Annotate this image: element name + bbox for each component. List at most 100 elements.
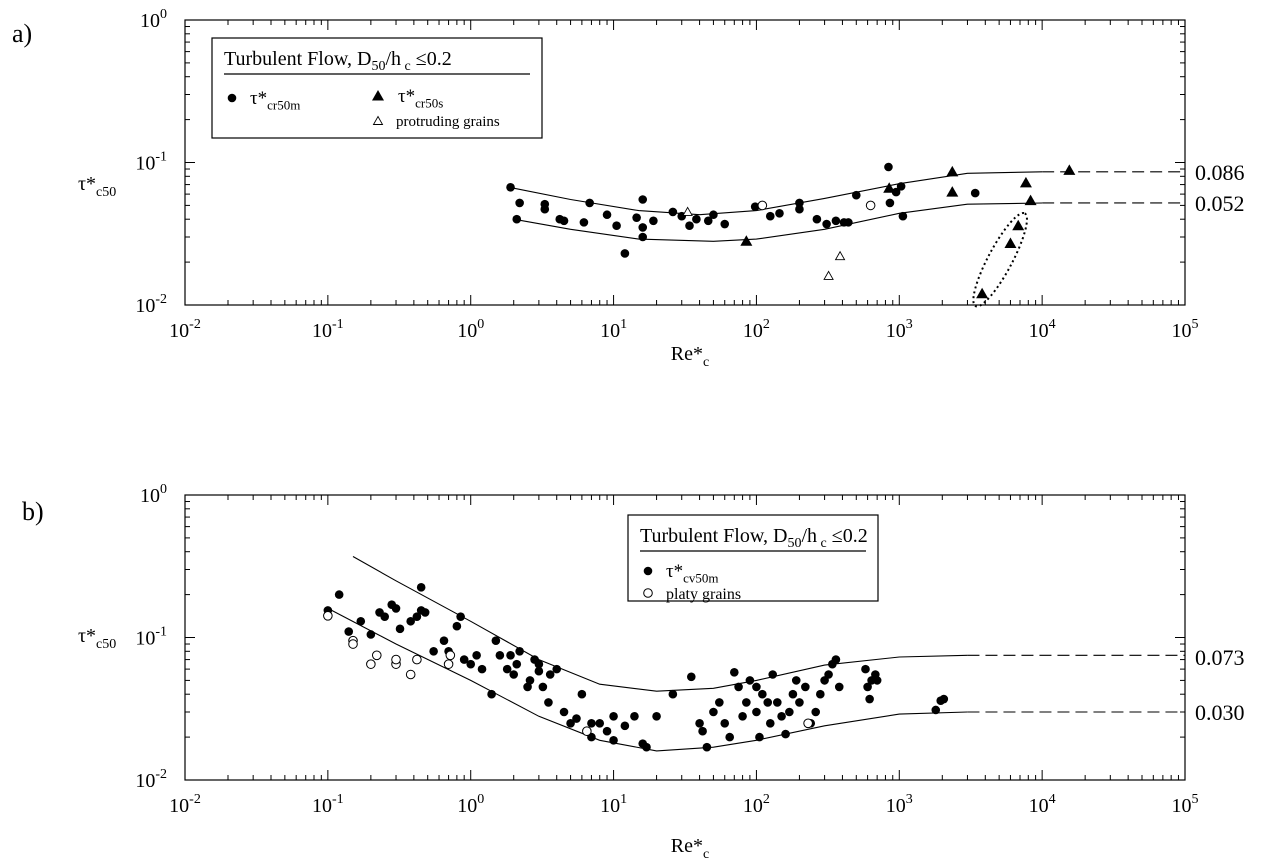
x-tick-label: 104 (1029, 317, 1056, 342)
data-point-filled-circle (602, 210, 612, 220)
data-point-filled-circle (391, 604, 401, 613)
x-tick-label: 101 (600, 317, 627, 342)
y-axis-label-sub: c50 (96, 185, 116, 200)
data-point-filled-circle (795, 698, 804, 707)
data-point-filled-circle (585, 198, 594, 208)
legend-title-mid: /h (801, 525, 817, 547)
data-point-filled-circle (515, 198, 524, 208)
y-tick-label-main: 10 (140, 10, 160, 32)
data-point-open-circle (865, 200, 876, 211)
y-axis-label-main: τ* (78, 625, 96, 647)
y-axis-label-sub: c50 (96, 637, 116, 652)
data-point-filled-circle (939, 694, 949, 704)
x-axis-label-sub: c (703, 355, 709, 370)
data-point-filled-circle (649, 216, 658, 226)
data-point-filled-circle (487, 689, 496, 699)
x-tick-label-sup: 5 (1192, 792, 1199, 807)
data-point-filled-circle (773, 698, 782, 707)
data-point-filled-circle (395, 624, 405, 634)
data-point-filled-circle (559, 216, 569, 226)
data-point-filled-circle (344, 627, 354, 636)
data-point-filled-circle (642, 742, 651, 752)
data-point-filled-circle (477, 664, 487, 674)
data-point-filled-circle (412, 612, 422, 621)
data-point-open-triangle (682, 206, 693, 216)
data-point-filled-circle (884, 162, 893, 172)
data-point-filled-circle (452, 621, 462, 631)
data-point-open-circle (443, 659, 454, 669)
data-point-filled-circle (638, 195, 648, 204)
x-tick-label-main: 10 (1029, 795, 1049, 817)
y-tick-label-sup: -1 (155, 625, 167, 640)
legend: Turbulent Flow, D50/h c ≤0.2 τ*cv50mplaty… (627, 514, 879, 603)
data-point-filled-circle (765, 211, 775, 221)
x-axis-label: Re*c (671, 343, 709, 370)
data-point-filled-circle (734, 682, 743, 692)
x-axis-label: Re*c (671, 835, 709, 858)
data-point-filled-circle (534, 666, 544, 676)
x-tick-label-main: 10 (457, 795, 477, 817)
x-tick-label: 10-2 (169, 792, 201, 817)
data-point-filled-circle (466, 659, 476, 669)
data-point-filled-circle (356, 616, 366, 626)
x-tick-label-main: 10 (312, 795, 332, 817)
data-point-filled-circle (366, 630, 376, 639)
x-tick-label: 105 (1172, 317, 1199, 342)
data-point-filled-circle (515, 647, 524, 656)
legend-entry-main: platy grains (666, 586, 741, 603)
data-point-filled-circle (334, 590, 344, 599)
data-point-filled-circle (595, 718, 605, 728)
data-point-filled-circle (638, 232, 648, 242)
envelope-curve (327, 607, 968, 752)
y-tick-label-main: 10 (135, 295, 155, 317)
data-point-filled-circle (885, 198, 895, 208)
y-tick-label-sup: -2 (155, 767, 167, 782)
data-point-filled-circle (416, 583, 426, 592)
panel-b: 10-2 10-1 100 101 102 103 104 10510010-110-2Re*… (22, 482, 1245, 858)
data-point-filled-circle (534, 659, 544, 669)
legend-entry-main: protruding grains (396, 114, 500, 130)
data-point-filled-circle (612, 221, 621, 231)
data-point-filled-circle (692, 214, 701, 224)
data-point-filled-circle (572, 714, 581, 723)
envelope-curve (513, 202, 1043, 242)
x-tick-label-main: 10 (743, 320, 763, 342)
x-tick-label: 103 (886, 792, 913, 817)
data-point-filled-circle (538, 682, 548, 692)
data-point-filled-circle (898, 211, 908, 221)
x-tick-label: 101 (600, 792, 627, 817)
legend-box (627, 514, 879, 602)
legend-marker (372, 115, 384, 125)
y-tick-label: 10-1 (135, 625, 167, 650)
data-point-filled-circle (755, 732, 764, 742)
data-point-filled-circle (834, 682, 844, 692)
legend-title-sub2: c (817, 536, 827, 551)
data-point-filled-circle (638, 223, 648, 232)
data-point-filled-circle (579, 218, 589, 227)
y-tick-label-main: 10 (135, 153, 155, 175)
data-point-filled-circle (509, 670, 519, 679)
data-point-filled-circle (472, 651, 481, 660)
data-point-filled-circle (439, 636, 449, 645)
data-point-filled-circle (502, 664, 512, 674)
data-point-filled-circle (577, 689, 587, 699)
legend-entry: τ*cr50s (398, 86, 443, 111)
data-point-filled-circle (775, 209, 784, 218)
legend: Turbulent Flow, D50/h c ≤0.2τ*cr50m τ*cr5… (211, 37, 543, 139)
data-point-filled-circle (891, 187, 901, 197)
data-point-filled-circle (795, 198, 804, 208)
x-tick-label: 105 (1172, 792, 1199, 817)
x-tick-label-main: 10 (1029, 320, 1049, 342)
data-point-filled-circle (863, 682, 872, 692)
data-point-filled-circle (970, 188, 980, 198)
data-point-filled-triangle (1024, 194, 1037, 206)
data-point-filled-circle (872, 676, 882, 685)
y-tick-label-main: 10 (135, 628, 155, 650)
data-point-filled-circle (738, 711, 747, 721)
data-point-filled-circle (695, 718, 704, 728)
y-axis-label: τ*c50 (78, 625, 116, 652)
data-point-open-circle (582, 726, 592, 737)
data-point-filled-circle (506, 651, 515, 660)
x-tick-label-sup: 1 (620, 317, 627, 332)
